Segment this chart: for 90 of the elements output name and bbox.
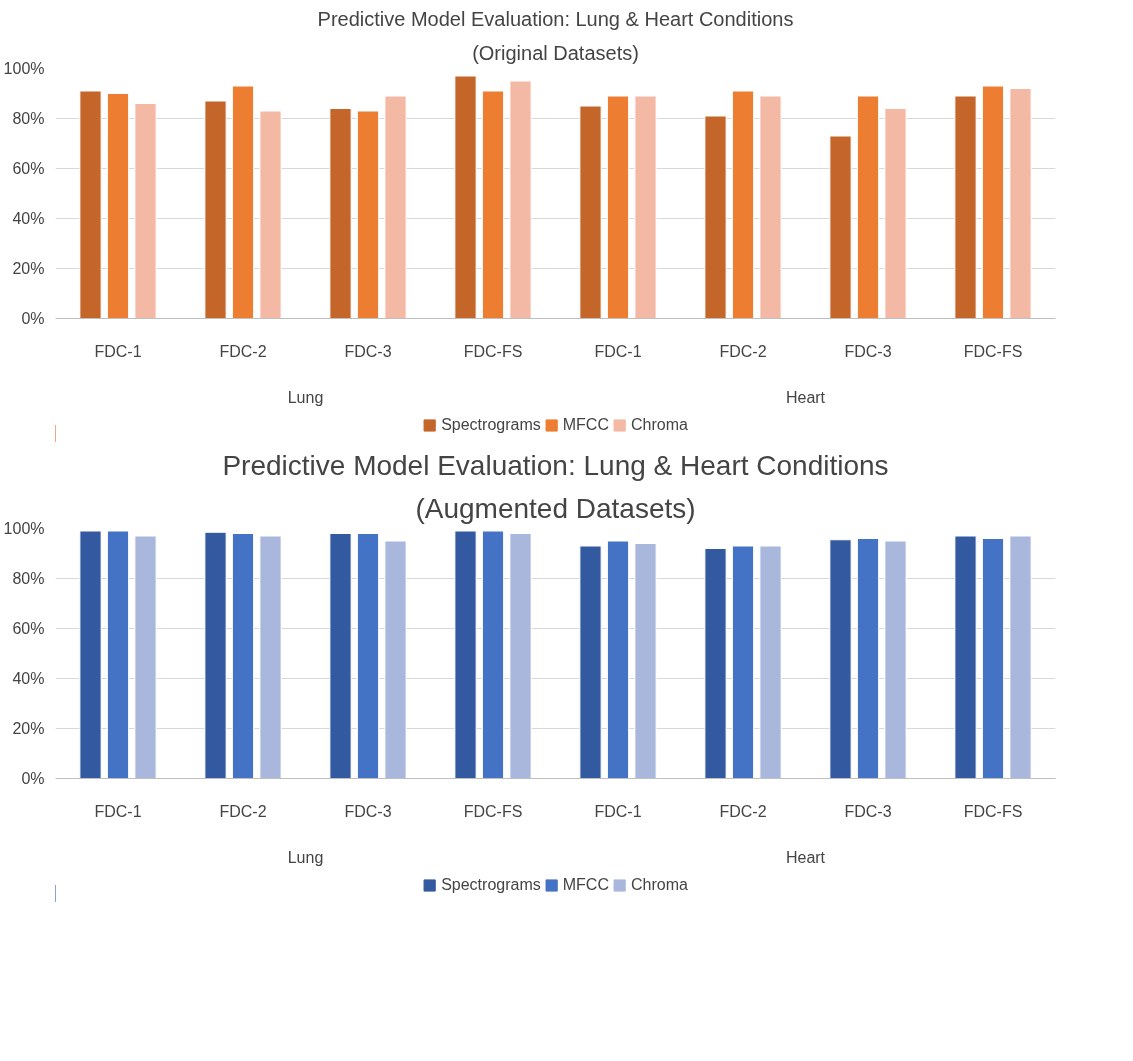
bar [79,530,102,779]
bar [231,533,255,779]
x-tick-label: FDC-2 [219,342,267,360]
x-tick-label: FDC-1 [594,802,642,820]
bar [106,530,130,779]
bar [356,110,380,319]
x-tick-label: FDC-3 [844,342,892,360]
bar [356,533,380,779]
chart-subtitle: (Original Datasets) [472,41,639,64]
bar [579,105,602,319]
legend-label: Spectrograms [441,876,541,894]
bar [134,103,157,319]
bar [509,80,532,319]
x-tick-label: FDC-1 [94,342,142,360]
x-tick-label: FDC-2 [719,802,767,820]
chart-subtitle: (Augmented Datasets) [415,492,696,524]
text: Lung [287,388,324,406]
legend-label: Chroma [630,416,688,434]
y-tick-label: 100% [3,520,45,537]
legend-label: Spectrograms [441,416,541,434]
bar [856,538,880,779]
bar [231,85,255,319]
x-tick-label: FDC-3 [344,342,392,360]
bar [79,90,102,319]
bar [981,538,1005,779]
text: Heart [785,848,826,866]
bar [204,100,227,319]
legend-label: MFCC [562,416,609,434]
x-tick-label: FDC-2 [719,342,767,360]
bar [384,540,407,779]
bar [634,543,657,779]
bar [731,90,755,319]
bar [606,540,630,779]
x-tick-label: FDC-FS [963,802,1023,820]
bar [829,135,852,319]
bar [884,540,907,779]
bar [329,108,352,319]
y-tick-label: 100% [3,60,45,77]
bar [579,545,602,779]
bar [884,108,907,319]
bar [704,548,727,779]
y-tick-label: 80% [12,110,45,127]
bar [731,545,755,779]
x-tick-label: FDC-1 [94,802,142,820]
bar [1009,88,1032,319]
chart-title: Predictive Model Evaluation: Lung & Heart Conditions [317,7,794,30]
x-tick-label: FDC-3 [844,802,892,820]
bar [981,85,1005,319]
legend-label: Chroma [630,876,688,894]
bar [954,95,977,319]
bar [204,531,227,779]
bar [954,535,977,779]
x-tick-label: FDC-2 [219,802,267,820]
x-tick-label: FDC-3 [344,802,392,820]
bar [856,95,880,319]
bar [454,530,477,779]
bar [259,110,282,319]
bar [1009,535,1032,779]
chart-title: Predictive Model Evaluation: Lung & Heart Conditions [222,449,889,481]
bar [384,95,407,319]
y-tick-label: 0% [21,310,45,327]
y-tick-label: 40% [12,210,45,227]
text: Lung [287,848,324,866]
y-tick-label: 0% [21,770,45,787]
bar [481,530,505,779]
bar [759,95,782,319]
text: Heart [785,388,826,406]
bar [759,545,782,779]
x-tick-label: FDC-FS [463,342,523,360]
y-tick-label: 40% [12,670,45,687]
y-tick-label: 80% [12,570,45,587]
bar [829,539,852,779]
legend-label: MFCC [562,876,609,894]
bar [606,95,630,319]
bar [134,535,157,779]
y-tick-label: 60% [12,160,45,177]
bar [509,533,532,779]
x-tick-label: FDC-FS [463,802,523,820]
bar [454,75,477,319]
bar [704,115,727,319]
bar [329,533,352,779]
bar [634,95,657,319]
x-tick-label: FDC-1 [594,342,642,360]
bar [106,93,130,319]
y-tick-label: 20% [12,720,45,737]
x-tick-label: FDC-FS [963,342,1023,360]
bar [259,535,282,779]
y-tick-label: 20% [12,260,45,277]
y-tick-label: 60% [12,620,45,637]
bar [481,90,505,319]
